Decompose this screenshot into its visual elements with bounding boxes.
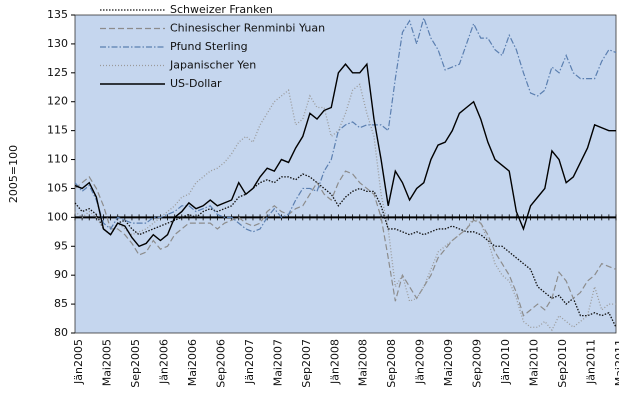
y-tick-label: 105 [47, 181, 68, 194]
x-tick-label: Jän2008 [328, 339, 341, 385]
x-tick-label: Sep2007 [300, 339, 313, 388]
x-tick-label: Sep2009 [471, 339, 484, 388]
legend-label: Pfund Sterling [170, 40, 248, 53]
y-tick-label: 90 [54, 268, 68, 281]
y-tick-label: 110 [47, 153, 68, 166]
x-tick-label: Jän2005 [72, 339, 85, 385]
plot-area [74, 14, 617, 334]
x-tick-label: Sep2006 [214, 339, 227, 388]
x-tick-label: Mai2009 [442, 339, 455, 386]
y-tick-label: 80 [54, 326, 68, 339]
y-axis-label: 2005=100 [7, 145, 20, 203]
x-tick-label: Jän2007 [243, 339, 256, 385]
x-tick-label: Mai2005 [100, 339, 113, 386]
y-tick-label: 135 [47, 8, 68, 21]
line-series [74, 62, 616, 248]
line-series [74, 170, 617, 317]
x-tick-label: Sep2010 [556, 339, 569, 388]
y-tick-label: 85 [54, 297, 68, 310]
y-tick-label: 130 [47, 37, 68, 50]
x-tick-label: Jän2011 [585, 339, 598, 385]
legend-label: Chinesischer Renminbi Yuan [170, 22, 325, 35]
legend-label: Japanischer Yen [169, 59, 256, 72]
y-tick-label: 100 [47, 210, 68, 223]
line-series [74, 83, 616, 332]
legend-label: Schweizer Franken [170, 3, 273, 16]
x-tick-label: Sep2005 [129, 339, 142, 388]
x-tick-label: Jän2009 [414, 339, 427, 385]
x-tick-label: Mai2011 [613, 339, 619, 386]
line-series [74, 15, 617, 233]
legend-label: US-Dollar [170, 77, 222, 90]
line-series [74, 173, 617, 328]
y-tick-label: 120 [47, 95, 68, 108]
x-tick-label: Jän2006 [157, 339, 170, 385]
x-tick-label: Jän2010 [499, 339, 512, 385]
x-tick-label: Mai2010 [528, 339, 541, 386]
y-tick-label: 125 [47, 66, 68, 79]
y-tick-label: 95 [54, 239, 68, 252]
y-tick-label: 115 [47, 124, 68, 137]
x-tick-label: Mai2008 [357, 339, 370, 386]
x-tick-label: Mai2007 [271, 339, 284, 386]
x-tick-label: Sep2008 [385, 339, 398, 388]
x-tick-label: Mai2006 [186, 339, 199, 386]
